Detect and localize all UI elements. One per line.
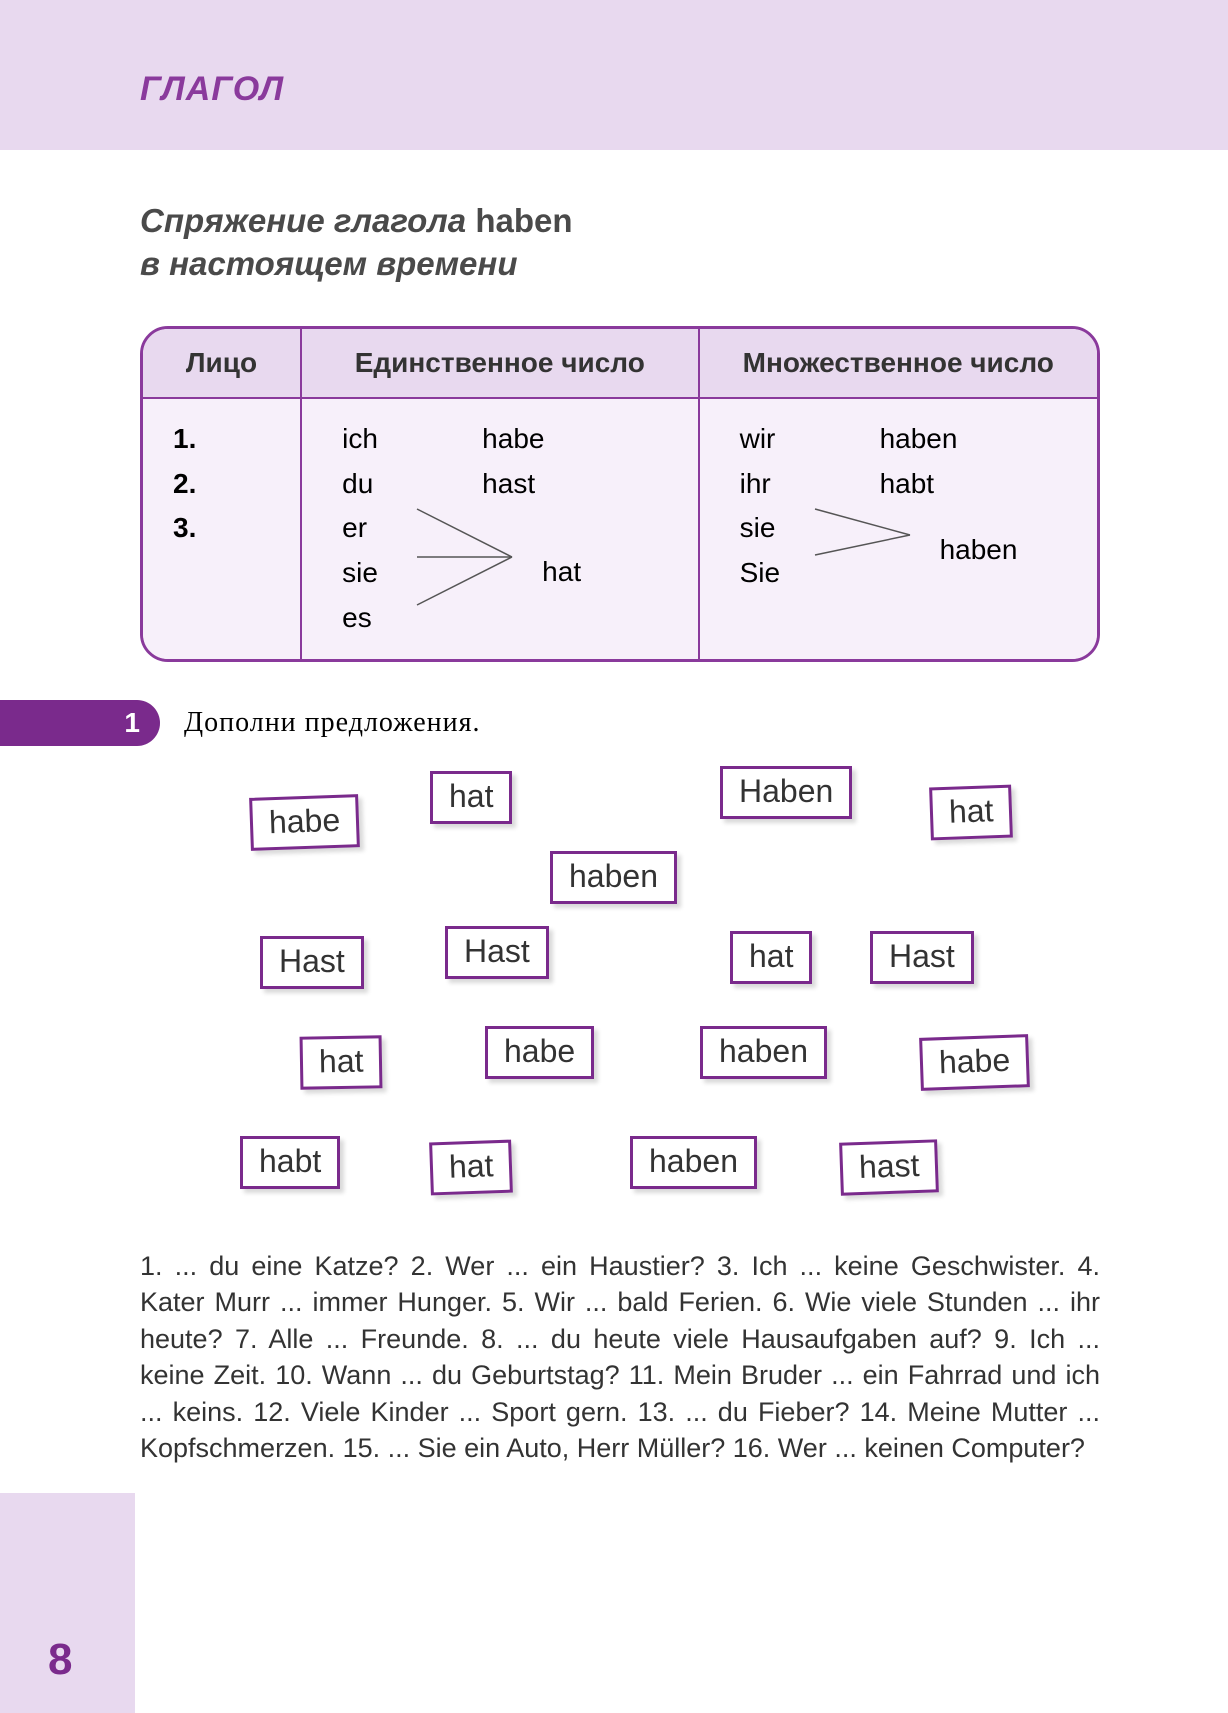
word-box: hat <box>730 931 812 984</box>
section-title: ГЛАГОЛ <box>140 70 284 109</box>
word-box: habe <box>919 1034 1030 1091</box>
col-person: 1. 2. 3. <box>143 399 302 659</box>
exercise-sentences: 1. ... du eine Katze? 2. Wer ... ein Hau… <box>140 1248 1100 1467</box>
table-header-row: Лицо Единственное число Множественное чи… <box>143 329 1097 399</box>
th-person: Лицо <box>143 329 302 397</box>
word-box: habt <box>240 1136 340 1189</box>
exercise-header: 1 Дополни предложения. <box>0 700 1100 746</box>
word-box: hat <box>429 1139 513 1195</box>
subtitle: Спряжение глагола haben в настоящем врем… <box>140 200 1118 286</box>
table-row: ich habe <box>302 417 697 462</box>
table-body: 1. 2. 3. ich habe du hast er sie es <box>143 399 1097 659</box>
word-box: hat <box>300 1035 383 1089</box>
th-singular: Единственное число <box>302 329 700 397</box>
col-singular: ich habe du hast er sie es <box>302 399 699 659</box>
header-band: ГЛАГОЛ <box>0 0 1228 150</box>
word-box: Hast <box>445 926 549 979</box>
page-content: Спряжение глагола haben в настоящем врем… <box>0 150 1228 1466</box>
subtitle-line2: в настоящем времени <box>140 245 518 282</box>
word-bank: habehatHabenhathabenHastHasthatHasthatha… <box>140 766 1118 1226</box>
pronoun: wir <box>700 417 840 462</box>
word-box: hat <box>929 784 1013 840</box>
col-plural: wir haben ihr habt sie Sie hab <box>700 399 1097 659</box>
pronoun: ich <box>302 417 442 462</box>
subtitle-haben: haben <box>475 202 572 239</box>
word-box: haben <box>700 1026 827 1079</box>
page-number: 8 <box>48 1635 72 1685</box>
row-num: 2. <box>173 462 300 507</box>
verb: haben <box>840 417 958 462</box>
word-box: hast <box>839 1139 939 1195</box>
exercise-prompt: Дополни предложения. <box>184 707 480 739</box>
verb: habe <box>442 417 544 462</box>
converge-lines-icon <box>810 495 930 585</box>
row-num: 3. <box>173 506 300 551</box>
subtitle-line1: Спряжение глагола <box>140 202 475 239</box>
word-box: habe <box>249 794 360 851</box>
table-row: er sie es hat <box>302 506 697 640</box>
word-box: Hast <box>870 931 974 984</box>
word-box: haben <box>550 851 677 904</box>
word-box: habe <box>485 1026 594 1079</box>
table-row: sie Sie haben <box>700 506 1097 596</box>
conjugation-table: Лицо Единственное число Множественное чи… <box>140 326 1100 662</box>
table-row: wir haben <box>700 417 1097 462</box>
word-box: Hast <box>260 936 364 989</box>
exercise-number-badge: 1 <box>0 700 160 746</box>
th-plural: Множественное число <box>700 329 1097 397</box>
word-box: Haben <box>720 766 852 819</box>
word-box: haben <box>630 1136 757 1189</box>
converge-lines-icon <box>412 495 532 625</box>
word-box: hat <box>430 771 512 824</box>
row-num: 1. <box>173 417 300 462</box>
